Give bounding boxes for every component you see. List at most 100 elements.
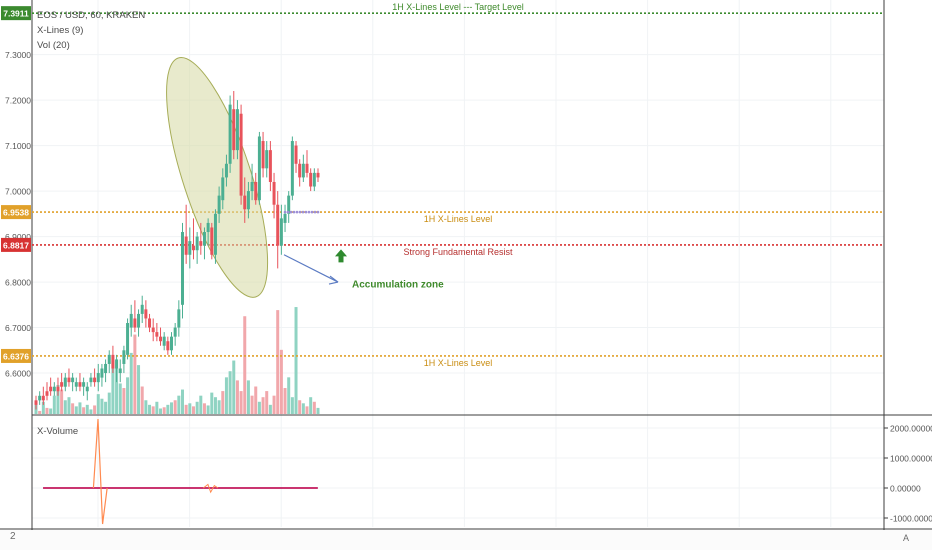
candle-body xyxy=(224,163,228,178)
candle-body xyxy=(166,341,170,351)
candle-body xyxy=(279,218,283,246)
xvolume-spike-line xyxy=(92,418,108,525)
xvolume-pane-title: X-Volume xyxy=(37,426,78,437)
volume-bar xyxy=(155,401,159,414)
candle-body xyxy=(283,213,287,223)
volume-bar xyxy=(49,408,53,414)
candle-body xyxy=(118,368,122,374)
candle-body xyxy=(104,363,108,374)
level-label: Strong Fundamental Resist xyxy=(403,247,513,257)
price-tick-label: 7.2000 xyxy=(5,96,31,106)
volume-bar xyxy=(107,392,111,414)
volume-bar xyxy=(191,406,195,414)
osc-tick-label: -1000.00000 xyxy=(890,514,932,524)
volume-bar xyxy=(199,395,203,414)
volume-bar xyxy=(104,401,108,414)
candle-body xyxy=(199,241,203,246)
volume-bar xyxy=(206,405,210,414)
auto-scale-button[interactable]: A xyxy=(903,533,910,543)
volume-bar xyxy=(173,400,177,414)
candle-body xyxy=(34,400,38,405)
candle-body xyxy=(159,336,163,342)
level-label: 1H X-Lines Level --- Target Level xyxy=(392,2,523,12)
volume-bar xyxy=(126,377,130,414)
level-lines xyxy=(32,12,884,357)
accumulation-arrow-line xyxy=(283,254,339,283)
level-price-tag-label: 7.3911 xyxy=(3,9,29,19)
volume-bar xyxy=(210,392,214,414)
candle-body xyxy=(261,141,265,169)
candle-body xyxy=(243,195,247,210)
xvolume-wiggle-line xyxy=(203,483,219,494)
volume-bar xyxy=(89,409,93,414)
candle-body xyxy=(93,377,97,383)
candle-body xyxy=(301,163,305,178)
price-tick-label: 6.9000 xyxy=(5,232,31,242)
volume-bar xyxy=(188,403,192,414)
candle-body xyxy=(217,195,221,214)
volume-bar xyxy=(221,391,225,414)
candle-body xyxy=(155,332,159,337)
volume-bar xyxy=(246,380,250,414)
volume-indicator-label[interactable]: Vol (20) xyxy=(37,40,70,51)
timeframe-corner-label[interactable]: 2 xyxy=(10,531,16,542)
osc-tick-label: 0.00000 xyxy=(890,484,921,494)
volume-bar xyxy=(100,398,104,414)
volume-bar xyxy=(115,368,119,414)
candle-body xyxy=(298,163,302,178)
candle-body xyxy=(56,386,60,392)
candle-body xyxy=(85,386,89,392)
candle-body xyxy=(316,172,320,178)
candle-body xyxy=(63,377,67,387)
candle-body xyxy=(122,350,126,364)
volume-bar xyxy=(45,407,49,414)
volume-bar xyxy=(254,386,258,414)
volume-bar xyxy=(283,388,287,414)
price-tick-label: 7.1000 xyxy=(5,141,31,151)
candle-body xyxy=(173,327,177,337)
volume-bar xyxy=(67,397,71,414)
volume-bar xyxy=(195,401,199,414)
price-tick-label: 6.8000 xyxy=(5,278,31,288)
volume-bar xyxy=(52,395,56,414)
candle-body xyxy=(232,109,236,151)
bottom-toolbar xyxy=(0,530,932,550)
symbol-label[interactable]: EOS / USD, 60, KRAKEN xyxy=(37,10,146,21)
candle-body xyxy=(140,304,144,314)
highlight-ellipse xyxy=(166,57,269,298)
volume-bar xyxy=(202,403,206,414)
chart-legend: EOS / USD, 60, KRAKEN X-Lines (9) Vol (2… xyxy=(37,8,145,53)
xlines-marker-dot xyxy=(304,210,308,214)
volume-bar xyxy=(312,401,316,414)
volume-bar xyxy=(279,349,283,414)
candle-body xyxy=(137,313,141,328)
volume-bar xyxy=(74,406,78,414)
level-price-tag xyxy=(1,237,31,252)
candle-body xyxy=(228,104,232,164)
volume-bar xyxy=(63,400,67,414)
xlines-marker-dot xyxy=(295,210,299,214)
volume-bar xyxy=(305,406,309,414)
volume-bar xyxy=(309,397,313,414)
candle-body xyxy=(111,354,115,369)
volume-bar xyxy=(137,365,141,414)
accumulation-arrow-head xyxy=(328,275,339,285)
candle-body xyxy=(115,359,119,369)
volume-bar xyxy=(235,380,239,414)
candle-body xyxy=(89,377,93,383)
candle-body xyxy=(250,181,254,192)
candle-body xyxy=(257,136,261,201)
candle-body xyxy=(312,172,316,187)
xlines-marker-dot xyxy=(289,210,293,214)
volume-bar xyxy=(180,389,184,414)
candle-body xyxy=(290,141,294,196)
candle-body xyxy=(202,232,206,246)
level-price-tag xyxy=(1,205,31,220)
xlines-indicator-label[interactable]: X-Lines (9) xyxy=(37,25,84,36)
candle-body xyxy=(107,354,111,364)
candle-body xyxy=(100,368,104,378)
price-tick-label: 7.3000 xyxy=(5,50,31,60)
candle-body xyxy=(148,318,152,328)
level-price-tag-label: 6.6376 xyxy=(3,351,29,361)
